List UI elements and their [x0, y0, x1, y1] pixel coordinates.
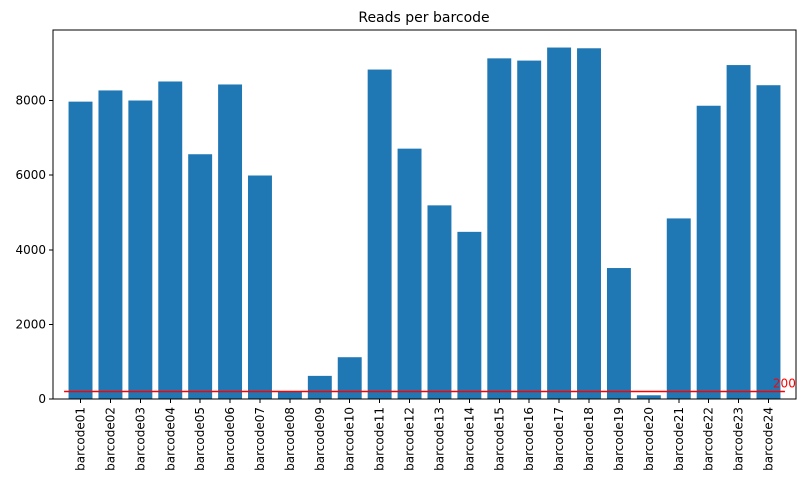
x-tick-label: barcode22	[702, 407, 716, 471]
x-tick-label: barcode17	[552, 407, 566, 471]
bar-barcode21	[666, 218, 691, 399]
x-tick-label: barcode24	[761, 407, 775, 471]
plot-frame	[52, 29, 797, 400]
threshold-label: 200	[773, 377, 796, 391]
bar-barcode09	[307, 375, 332, 399]
x-tick-label: barcode02	[103, 407, 117, 471]
x-tick-label: barcode19	[612, 407, 626, 471]
bar-barcode06	[218, 84, 243, 399]
y-tick-label: 0	[38, 392, 46, 406]
bar-barcode13	[427, 205, 452, 399]
bar-barcode16	[517, 60, 542, 400]
x-tick-label: barcode12	[403, 407, 417, 471]
bar-barcode07	[248, 175, 272, 399]
bar-barcode02	[98, 90, 123, 399]
bar-barcode23	[726, 65, 751, 399]
x-tick-label: barcode13	[432, 407, 446, 471]
bar-barcode15	[487, 58, 512, 400]
x-tick-label: barcode01	[74, 407, 88, 471]
bar-barcode10	[337, 357, 362, 399]
y-tick-label: 4000	[15, 243, 46, 257]
bar-barcode03	[128, 100, 153, 400]
x-tick-label: barcode21	[672, 407, 686, 471]
x-tick-label: barcode20	[642, 407, 656, 471]
x-tick-label: barcode08	[283, 407, 297, 471]
bar-barcode17	[547, 47, 572, 399]
y-tick-label: 6000	[15, 168, 46, 182]
y-axis-ticks: 0 2000 4000 6000 8000	[15, 94, 53, 406]
x-tick-label: barcode05	[193, 407, 207, 471]
bars-layer	[68, 47, 781, 400]
bar-barcode18	[577, 48, 601, 399]
x-tick-label: barcode14	[462, 407, 476, 471]
bar-barcode04	[158, 81, 183, 400]
x-axis-ticks: barcode01 barcode02 barcode03 barcode04 barc…	[74, 399, 775, 471]
x-tick-label: barcode18	[582, 407, 596, 471]
x-tick-label: barcode03	[133, 407, 147, 471]
bar-barcode05	[188, 154, 213, 399]
x-tick-label: barcode10	[343, 407, 357, 471]
x-tick-label: barcode23	[732, 407, 746, 471]
x-tick-label: barcode07	[253, 407, 267, 471]
chart-title: Reads per barcode	[358, 10, 489, 26]
bar-barcode20	[636, 395, 661, 399]
threshold-layer: 200	[64, 377, 796, 393]
y-tick-label: 8000	[15, 94, 46, 108]
x-tick-label: barcode04	[163, 407, 177, 471]
bar-barcode14	[457, 231, 482, 399]
y-tick-label: 2000	[15, 317, 46, 331]
x-tick-label: barcode11	[373, 407, 387, 471]
x-tick-label: barcode15	[492, 407, 506, 471]
x-tick-label: barcode09	[313, 407, 327, 471]
bar-barcode24	[756, 85, 781, 399]
bar-barcode01	[68, 101, 93, 399]
bar-barcode22	[696, 105, 721, 400]
x-tick-label: barcode16	[522, 407, 536, 471]
x-tick-label: barcode06	[223, 407, 237, 471]
bar-barcode08	[277, 391, 302, 399]
axes-layer	[52, 29, 797, 400]
bar-barcode19	[606, 268, 631, 399]
bar-barcode11	[367, 69, 392, 400]
bar-barcode12	[397, 148, 422, 399]
